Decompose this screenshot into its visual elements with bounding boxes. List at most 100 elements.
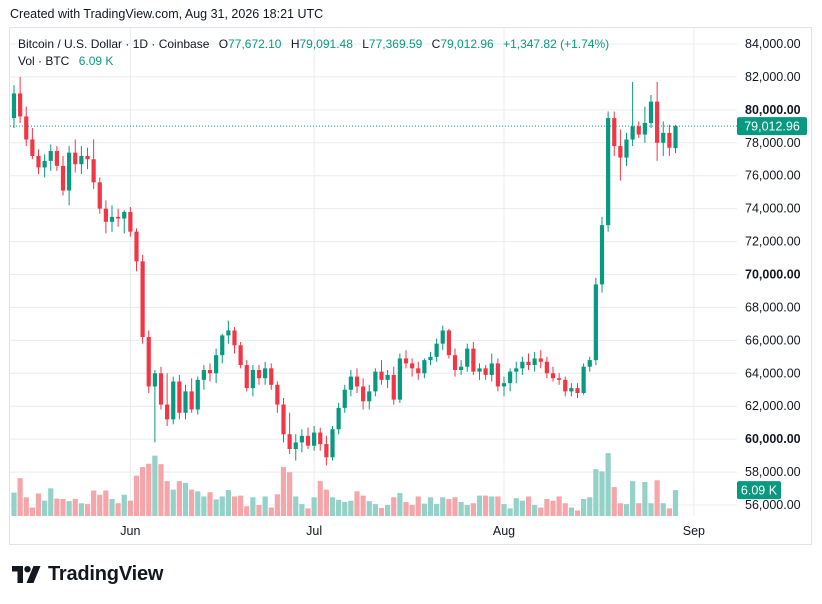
candle[interactable] (373, 368, 378, 397)
candle[interactable] (165, 373, 170, 426)
candlestick-chart[interactable]: 56,000.00 58,000.00 60,000.00 62,000.00 64,0… (10, 28, 813, 546)
candle[interactable] (183, 384, 188, 420)
candle[interactable] (67, 146, 72, 206)
candle[interactable] (403, 350, 409, 369)
candle[interactable] (557, 373, 562, 385)
candle[interactable] (422, 358, 427, 379)
candle[interactable] (520, 356, 525, 375)
candle[interactable] (593, 277, 598, 366)
candle[interactable] (630, 81, 635, 147)
candle[interactable] (207, 363, 213, 382)
candle[interactable] (189, 378, 194, 413)
candle[interactable] (471, 342, 476, 375)
candle[interactable] (103, 200, 108, 234)
candle[interactable] (544, 356, 549, 379)
candle[interactable] (140, 254, 145, 344)
candle[interactable] (226, 320, 231, 344)
candle[interactable] (361, 378, 366, 410)
candle[interactable] (532, 351, 537, 372)
candle[interactable] (48, 144, 53, 171)
candle[interactable] (501, 376, 507, 397)
candle[interactable] (655, 81, 660, 161)
candle[interactable] (287, 412, 292, 454)
candle[interactable] (538, 350, 543, 369)
candle[interactable] (256, 365, 262, 385)
candle[interactable] (348, 369, 353, 397)
candle[interactable] (250, 365, 255, 397)
candle[interactable] (24, 106, 29, 147)
candle[interactable] (152, 369, 157, 443)
candle[interactable] (661, 121, 666, 156)
candle[interactable] (54, 146, 59, 171)
candle[interactable] (263, 361, 268, 385)
candle[interactable] (483, 365, 488, 380)
candle[interactable] (342, 384, 347, 413)
candle[interactable] (18, 76, 23, 124)
candle[interactable] (244, 360, 249, 392)
candle[interactable] (489, 353, 494, 382)
candle[interactable] (232, 327, 237, 354)
candle[interactable] (11, 85, 17, 128)
candle[interactable] (667, 124, 672, 156)
candle[interactable] (312, 425, 317, 451)
candle[interactable] (379, 360, 384, 385)
candle[interactable] (508, 368, 513, 392)
candle[interactable] (171, 376, 176, 425)
candle[interactable] (85, 147, 90, 170)
candle[interactable] (636, 121, 641, 138)
candle[interactable] (201, 365, 206, 390)
candle[interactable] (177, 374, 182, 420)
candle[interactable] (97, 177, 102, 214)
candle[interactable] (416, 361, 421, 380)
candle[interactable] (618, 129, 623, 181)
candle[interactable] (275, 381, 280, 413)
candle[interactable] (116, 208, 121, 227)
candle[interactable] (434, 338, 439, 362)
candle[interactable] (459, 360, 464, 375)
candle[interactable] (440, 325, 445, 351)
candle[interactable] (318, 427, 323, 451)
candle[interactable] (648, 95, 654, 128)
candle[interactable] (91, 139, 96, 189)
candle[interactable] (60, 155, 66, 196)
candle[interactable] (238, 342, 243, 369)
candle[interactable] (385, 369, 390, 389)
candle[interactable] (220, 333, 225, 364)
candle[interactable] (324, 435, 329, 466)
chart-pane[interactable]: 56,000.00 58,000.00 60,000.00 62,000.00 64,0… (9, 27, 812, 545)
candle[interactable] (367, 384, 372, 410)
candle[interactable] (354, 368, 360, 394)
candle[interactable] (122, 210, 127, 234)
candle[interactable] (397, 353, 402, 403)
candle[interactable] (109, 205, 115, 232)
candle[interactable] (293, 434, 298, 461)
candle[interactable] (299, 429, 304, 453)
candle[interactable] (410, 358, 415, 377)
candle[interactable] (495, 358, 500, 392)
candle[interactable] (612, 111, 617, 156)
candle[interactable] (330, 425, 335, 461)
candle[interactable] (550, 366, 556, 382)
candle[interactable] (452, 348, 458, 377)
candle[interactable] (624, 132, 629, 166)
candle[interactable] (73, 139, 78, 173)
candle[interactable] (30, 127, 35, 160)
candle[interactable] (599, 216, 605, 293)
candle[interactable] (134, 228, 139, 272)
candle[interactable] (305, 427, 311, 450)
candle[interactable] (587, 356, 592, 372)
candle[interactable] (446, 328, 451, 359)
candle[interactable] (514, 361, 519, 384)
candle[interactable] (581, 363, 586, 395)
candle[interactable] (477, 363, 482, 380)
candle[interactable] (569, 383, 574, 397)
candle[interactable] (465, 343, 470, 372)
candle[interactable] (281, 397, 286, 443)
candle[interactable] (428, 351, 433, 366)
candle[interactable] (269, 363, 274, 390)
candle[interactable] (575, 383, 580, 398)
candle[interactable] (195, 376, 200, 415)
candle[interactable] (606, 111, 611, 232)
candle[interactable] (526, 353, 531, 370)
candle[interactable] (36, 149, 41, 175)
